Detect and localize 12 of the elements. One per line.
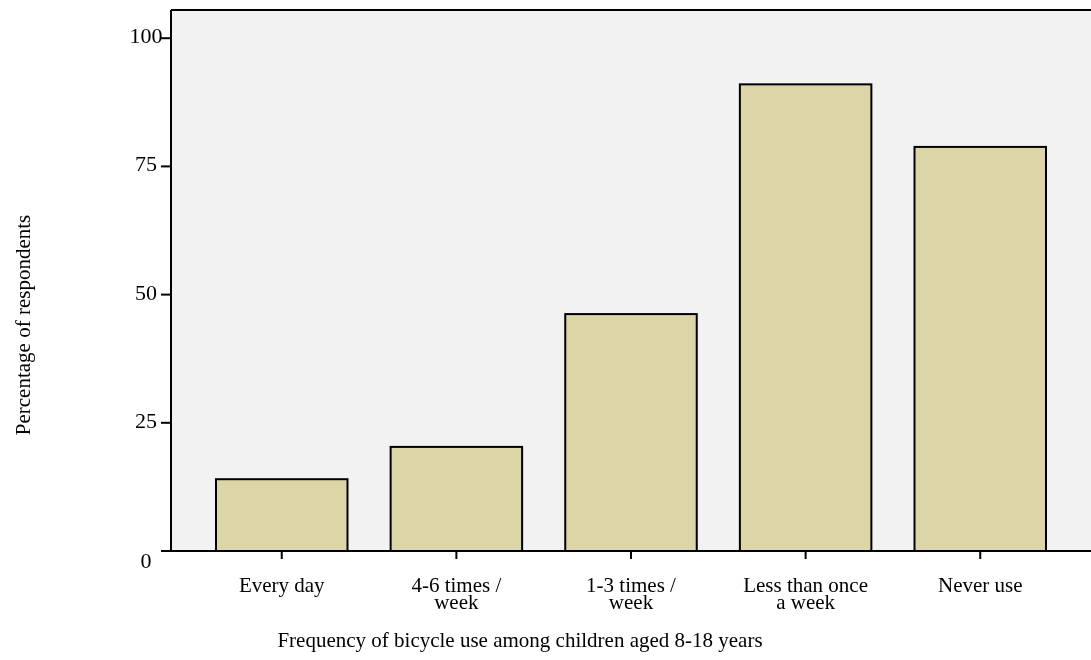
y-tick-label: 50 — [135, 279, 157, 305]
y-axis-title: Percentage of respondents — [11, 214, 35, 436]
x-tick-label: 1-3 times / week — [586, 573, 677, 614]
x-tick-label: Less than once a week — [743, 573, 869, 614]
x-tick-label: Never use — [937, 573, 1023, 597]
x-axis-title: Frequency of bicycle use among children aged 8-18 years — [277, 628, 763, 652]
x-tick-label: Every day — [238, 573, 326, 597]
y-tick-label: 75 — [135, 151, 157, 177]
y-tick-label: 0 — [140, 548, 152, 574]
y-tick-label: 100 — [129, 23, 163, 49]
x-tick-label: 4-6 times / week — [411, 573, 502, 614]
y-tick-label: 25 — [135, 407, 157, 433]
